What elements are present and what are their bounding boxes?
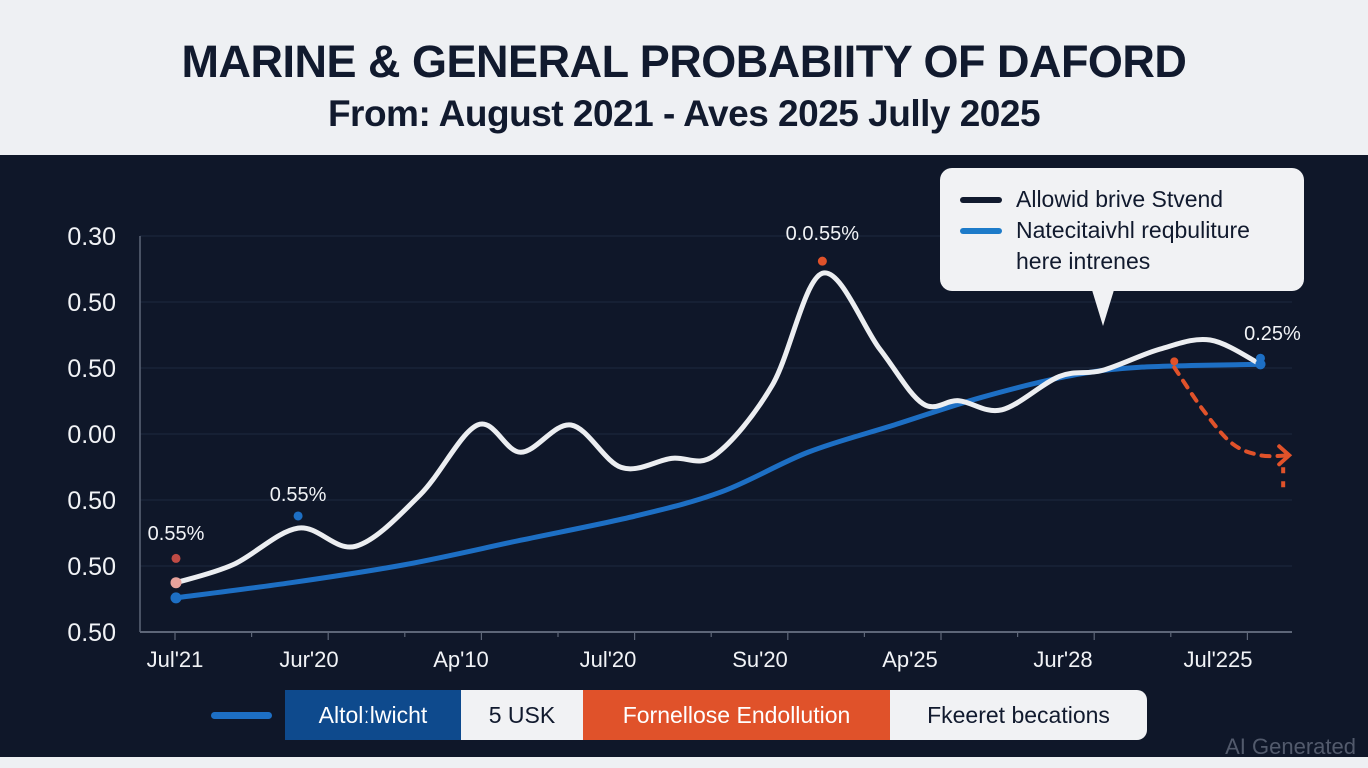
- x-tick-label: Jul'21: [147, 647, 204, 672]
- bottom-segment-4[interactable]: Fkeeret becations: [890, 690, 1147, 740]
- footer-strip: [0, 757, 1368, 768]
- data-label: 0.0.55%: [786, 223, 860, 245]
- x-tick-label: Jul'225: [1183, 647, 1252, 672]
- legend-pointer: [1092, 290, 1114, 326]
- x-axis-ticks: Jul'21 Jur'20 Ap'10 Jul'20 Su'20 Ap'25 Jur'28 J…: [147, 632, 1253, 672]
- gridlines: [140, 235, 1292, 567]
- annotation-marker: [1255, 353, 1265, 363]
- legend: Allowid brive Stvend Natecitaivhl reqbul…: [940, 168, 1304, 291]
- annotation-marker: [817, 256, 827, 266]
- x-tick-label: Jul'20: [580, 647, 637, 672]
- data-labels: 0.55% 0.55% 0.0.55% 0.25%: [148, 223, 1301, 545]
- projection-start-marker: [1170, 357, 1179, 366]
- chart-header: MARINE & GENERAL PROBABIITY OF DAFORD Fr…: [0, 0, 1368, 155]
- y-axis-ticks: 0.30 0.50 0.50 0.00 0.50 0.50 0.50: [67, 223, 116, 647]
- data-label: 0.55%: [148, 523, 205, 545]
- y-tick-label: 0.00: [67, 421, 116, 449]
- x-tick-label: Jur'28: [1033, 647, 1092, 672]
- chart-subtitle: From: August 2021 - Aves 2025 Jully 2025: [327, 93, 1041, 134]
- projection-arrowhead: [1277, 444, 1293, 467]
- x-tick-label: Ap'25: [882, 647, 938, 672]
- legend-label: Natecitaivhl reqbuliture: [1016, 217, 1250, 243]
- series-line-blue: [173, 361, 1263, 601]
- data-label: 0.55%: [270, 484, 327, 506]
- y-tick-label: 0.50: [67, 355, 116, 383]
- y-tick-label: 0.30: [67, 223, 116, 251]
- legend-swatch-dark: [960, 196, 1002, 203]
- series-lines: [173, 270, 1293, 601]
- legend-item-blue-series: Natecitaivhl reqbuliture: [960, 217, 1250, 244]
- annotation-marker: [171, 553, 181, 563]
- series-line-white: [173, 270, 1263, 586]
- data-label: 0.25%: [1244, 323, 1301, 345]
- line-chart: 0.30 0.50 0.50 0.00 0.50 0.50 0.50 Jul'21 Jur'2…: [67, 223, 1301, 672]
- legend-label: Allowid brive Stvend: [1016, 186, 1224, 212]
- bottom-legend-line-swatch: [211, 712, 272, 719]
- bottom-segment-3[interactable]: Fornellose Endollution: [583, 690, 890, 740]
- start-marker-white: [170, 577, 182, 589]
- start-marker-blue: [170, 592, 182, 604]
- bottom-legend-bar: Altolːlwicht 5 USK Fornellose Endollutio…: [285, 690, 1147, 740]
- x-tick-label: Su'20: [732, 647, 788, 672]
- legend-label-continued: here intrenes: [1016, 248, 1151, 274]
- y-tick-label: 0.50: [67, 487, 116, 515]
- annotation-marker: [293, 511, 303, 521]
- legend-item-white-series: Allowid brive Stvend: [960, 186, 1223, 213]
- bottom-segment-1[interactable]: Altolːlwicht: [285, 690, 461, 740]
- ai-generated-watermark: AI Generated: [1225, 734, 1356, 759]
- x-tick-label: Jur'20: [279, 647, 338, 672]
- y-tick-label: 0.50: [67, 553, 116, 581]
- axes: [139, 236, 1292, 633]
- y-tick-label: 0.50: [67, 289, 116, 317]
- x-tick-label: Ap'10: [433, 647, 489, 672]
- legend-swatch-blue: [960, 227, 1002, 234]
- data-markers: [170, 256, 1266, 604]
- series-line-projection: [1172, 365, 1292, 459]
- y-tick-label: 0.50: [67, 619, 116, 647]
- bottom-segment-2[interactable]: 5 USK: [461, 690, 583, 740]
- chart-title: MARINE & GENERAL PROBABIITY OF DAFORD: [181, 36, 1187, 87]
